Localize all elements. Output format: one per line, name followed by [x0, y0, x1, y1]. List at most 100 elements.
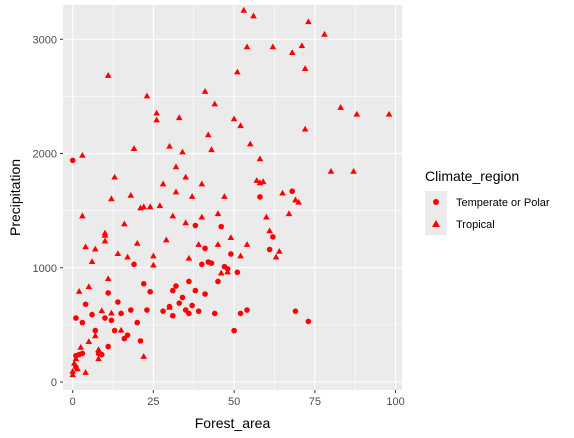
data-point-temperate	[73, 315, 79, 321]
data-point-tropical	[133, 239, 141, 246]
data-point-temperate	[144, 307, 150, 313]
data-point-temperate	[208, 260, 215, 266]
data-point-tropical	[101, 237, 109, 244]
data-point-temperate	[140, 280, 147, 287]
data-point-tropical	[201, 88, 209, 94]
data-point-temperate	[186, 278, 192, 285]
data-point-temperate	[124, 332, 131, 338]
data-point-temperate	[147, 288, 153, 295]
data-point-temperate	[89, 311, 95, 318]
data-point-temperate	[169, 287, 176, 294]
data-point-tropical	[166, 303, 173, 310]
plot-panel	[63, 5, 402, 390]
legend-circle-marker	[433, 199, 439, 205]
data-point-temperate	[292, 308, 299, 314]
data-point-tropical	[195, 241, 202, 247]
data-point-tropical	[353, 110, 361, 117]
data-point-tropical	[111, 173, 118, 180]
data-point-tropical	[156, 202, 164, 209]
data-point-tropical	[288, 49, 296, 55]
data-point-temperate	[82, 301, 89, 308]
data-point-tropical	[214, 210, 222, 217]
data-point-temperate	[79, 350, 86, 357]
data-point-tropical	[82, 369, 89, 375]
data-point-tropical	[175, 114, 183, 121]
data-point-temperate	[173, 283, 179, 289]
data-point-tropical	[150, 261, 157, 268]
data-point-temperate	[69, 157, 76, 164]
data-point-tropical	[337, 104, 344, 110]
data-point-temperate	[199, 261, 205, 268]
data-point-tropical	[114, 250, 122, 257]
data-point-tropical	[295, 198, 302, 205]
data-point-temperate	[179, 294, 186, 301]
data-point-tropical	[276, 247, 283, 254]
data-point-temperate	[105, 343, 111, 350]
y-tick-label: 3000	[33, 34, 57, 46]
data-point-temperate	[305, 318, 312, 325]
data-point-tropical	[75, 287, 83, 294]
data-point-temperate	[244, 307, 250, 313]
data-point-tropical	[121, 220, 128, 227]
data-point-temperate	[118, 310, 124, 317]
data-point-temperate	[270, 234, 276, 240]
data-point-tropical	[182, 219, 189, 226]
data-point-temperate	[237, 310, 244, 317]
data-point-temperate	[234, 269, 241, 276]
data-point-tropical	[250, 12, 257, 19]
data-point-tropical	[269, 43, 277, 50]
data-point-tropical	[227, 234, 235, 241]
data-point-tropical	[179, 148, 186, 155]
data-point-tropical	[259, 178, 267, 185]
data-point-tropical	[198, 180, 206, 187]
data-point-tropical	[88, 258, 96, 265]
data-point-temperate	[115, 299, 121, 305]
data-point-tropical	[301, 65, 309, 71]
data-point-tropical	[253, 177, 261, 183]
major-gridlines	[63, 5, 402, 390]
y-tick-label: 0	[51, 377, 57, 389]
y-axis-ticks: 0 1000 2000 3000	[33, 34, 63, 389]
legend-triangle-marker	[432, 220, 440, 227]
data-point-temperate	[289, 188, 296, 195]
data-point-tropical	[234, 68, 241, 75]
data-point-temperate	[215, 278, 221, 285]
data-point-tropical	[143, 92, 151, 99]
data-point-tropical	[71, 359, 78, 366]
data-point-tropical	[182, 173, 189, 180]
data-point-temperate	[195, 308, 202, 314]
data-point-tropical	[198, 213, 206, 220]
data-point-tropical	[172, 163, 180, 170]
data-point-tropical	[256, 155, 264, 162]
x-axis-title: Forest_area	[195, 415, 271, 431]
data-point-tropical	[140, 353, 148, 359]
data-point-tropical	[124, 253, 131, 260]
data-point-tropical	[85, 338, 93, 345]
data-point-temperate	[137, 338, 144, 344]
y-tick-label: 2000	[33, 149, 57, 161]
data-point-tropical	[243, 241, 251, 247]
data-point-tropical	[246, 140, 254, 147]
data-point-tropical	[98, 307, 106, 314]
data-point-temperate	[231, 327, 237, 334]
data-point-tropical	[153, 109, 160, 116]
data-point-temperate	[192, 287, 199, 294]
data-point-tropical	[153, 116, 160, 123]
data-point-tropical	[77, 343, 85, 350]
data-point-temperate	[111, 327, 118, 334]
data-point-temperate	[211, 310, 218, 317]
data-point-temperate	[189, 302, 195, 309]
data-point-tropical	[224, 268, 231, 275]
data-point-tropical	[146, 203, 154, 210]
data-point-tropical	[321, 30, 328, 37]
data-point-tropical	[91, 245, 99, 252]
data-point-tropical	[214, 241, 222, 247]
data-point-tropical	[95, 355, 102, 362]
data-point-temperate	[98, 351, 105, 358]
data-point-tropical	[104, 72, 112, 78]
data-points	[69, 6, 393, 378]
data-point-tropical	[327, 167, 335, 174]
data-point-tropical	[272, 253, 280, 260]
data-point-tropical	[385, 110, 393, 117]
